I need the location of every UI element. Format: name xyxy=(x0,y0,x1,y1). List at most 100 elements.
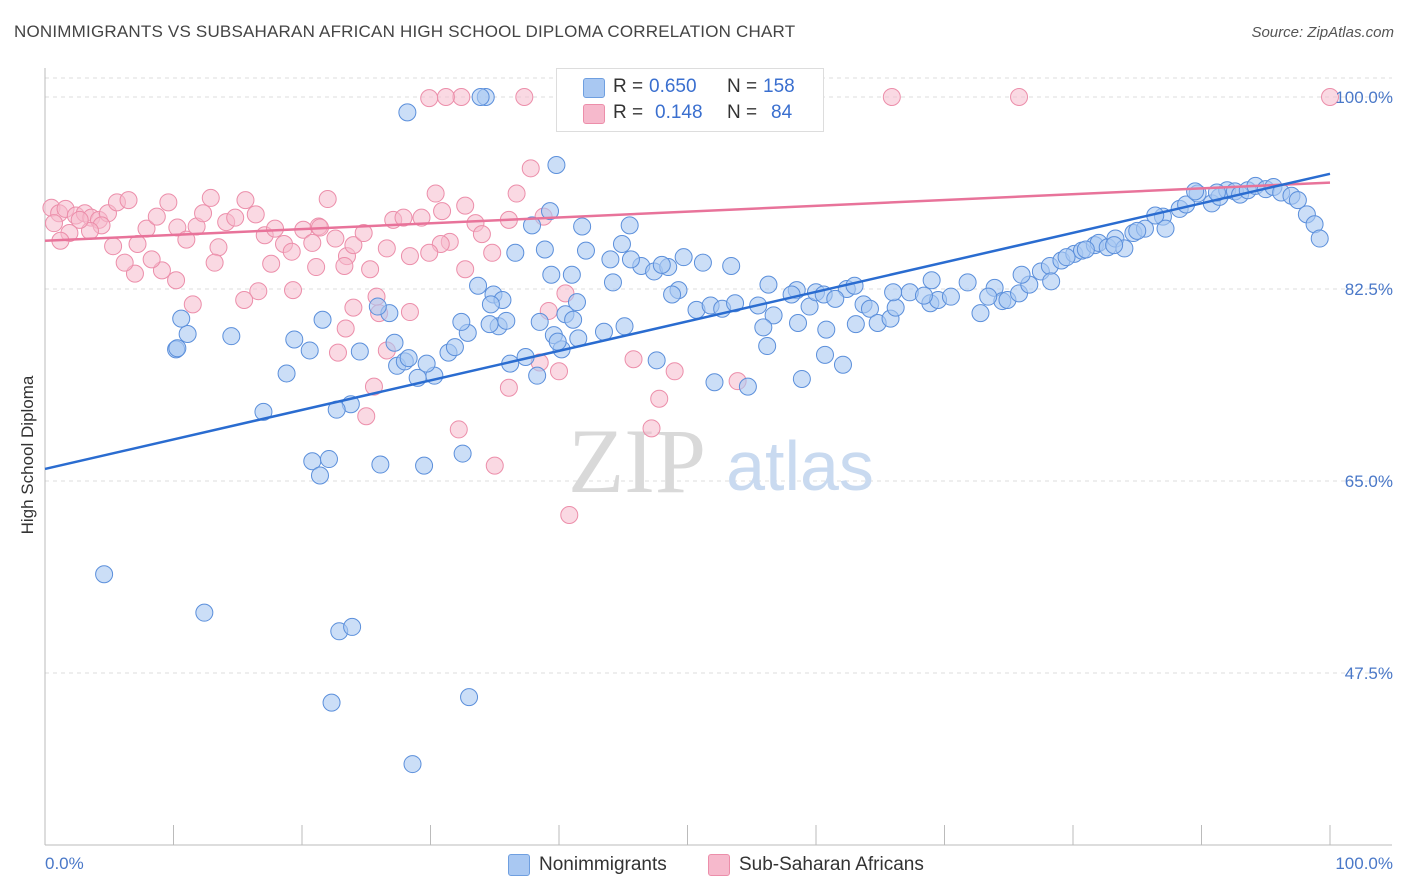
x-tick-label: 0.0% xyxy=(45,854,84,873)
data-point-nonimmigrants xyxy=(368,297,387,316)
data-point-subsaharan xyxy=(249,282,268,301)
chart-title: NONIMMIGRANTS VS SUBSAHARAN AFRICAN HIGH… xyxy=(14,22,796,41)
data-point-subsaharan xyxy=(377,239,396,258)
data-point-subsaharan xyxy=(128,235,147,254)
data-point-nonimmigrants xyxy=(564,310,583,329)
data-point-subsaharan xyxy=(400,247,419,266)
data-point-subsaharan xyxy=(125,264,144,283)
data-point-nonimmigrants xyxy=(399,349,418,368)
data-point-subsaharan xyxy=(361,260,380,279)
y-tick-label: 82.5% xyxy=(1345,280,1393,299)
data-point-nonimmigrants xyxy=(845,276,864,295)
data-point-subsaharan xyxy=(115,253,134,272)
y-tick-label: 47.5% xyxy=(1345,664,1393,683)
data-point-nonimmigrants xyxy=(764,306,783,325)
data-point-nonimmigrants xyxy=(385,333,404,352)
data-point-subsaharan xyxy=(284,281,303,300)
data-point-nonimmigrants xyxy=(254,402,273,421)
data-point-subsaharan xyxy=(521,159,540,178)
data-point-nonimmigrants xyxy=(1076,240,1095,259)
data-point-nonimmigrants xyxy=(319,450,338,469)
data-point-nonimmigrants xyxy=(535,240,554,259)
series-nonimmigrants-points xyxy=(95,88,1329,774)
data-point-nonimmigrants xyxy=(415,456,434,475)
trend-lines xyxy=(44,172,1331,471)
data-point-nonimmigrants xyxy=(469,276,488,295)
data-point-nonimmigrants xyxy=(285,330,304,349)
r-label: R = xyxy=(613,102,644,123)
n-label: N = xyxy=(727,102,758,123)
trend-line-nonimmigrants xyxy=(44,172,1331,471)
data-point-nonimmigrants xyxy=(958,273,977,292)
legend-swatch-pink xyxy=(708,854,730,876)
data-point-subsaharan xyxy=(183,295,202,314)
data-point-subsaharan xyxy=(624,350,643,369)
data-point-nonimmigrants xyxy=(1042,272,1061,291)
data-point-nonimmigrants xyxy=(601,250,620,269)
data-point-subsaharan xyxy=(326,229,345,248)
data-point-subsaharan xyxy=(236,191,255,210)
r-value: 0.148 xyxy=(655,102,703,123)
data-point-subsaharan xyxy=(483,243,502,262)
data-point-subsaharan xyxy=(328,343,347,362)
data-point-nonimmigrants xyxy=(480,315,499,334)
watermark-atlas: atlas xyxy=(726,427,874,505)
data-point-subsaharan xyxy=(152,261,171,280)
data-point-subsaharan xyxy=(44,214,63,233)
data-point-subsaharan xyxy=(357,407,376,426)
data-point-nonimmigrants xyxy=(481,295,500,314)
data-point-nonimmigrants xyxy=(1310,229,1329,248)
data-point-nonimmigrants xyxy=(460,688,479,707)
data-point-nonimmigrants xyxy=(647,351,666,370)
data-point-nonimmigrants xyxy=(754,318,773,337)
data-point-subsaharan xyxy=(394,208,413,227)
data-point-nonimmigrants xyxy=(620,216,639,235)
data-point-nonimmigrants xyxy=(542,265,561,284)
data-point-subsaharan xyxy=(194,204,213,223)
data-point-nonimmigrants xyxy=(612,235,631,254)
data-point-subsaharan xyxy=(433,202,452,221)
data-point-nonimmigrants xyxy=(826,289,845,308)
data-point-nonimmigrants xyxy=(445,338,464,357)
data-point-subsaharan xyxy=(436,88,455,106)
data-point-nonimmigrants xyxy=(705,373,724,392)
data-point-subsaharan xyxy=(412,208,431,227)
data-point-subsaharan xyxy=(560,506,579,525)
r-label: R = xyxy=(613,76,644,97)
data-point-subsaharan xyxy=(472,225,491,244)
legend-swatch-blue xyxy=(508,854,530,876)
data-point-nonimmigrants xyxy=(300,341,319,360)
r-value: 0.650 xyxy=(649,76,697,97)
data-point-subsaharan xyxy=(318,190,337,209)
tick-labels: 100.0% 82.5% 65.0% 47.5% 0.0% 100.0% xyxy=(45,88,1393,873)
data-point-nonimmigrants xyxy=(758,337,777,356)
data-point-nonimmigrants xyxy=(914,286,933,305)
data-point-subsaharan xyxy=(1321,88,1339,106)
data-point-nonimmigrants xyxy=(815,345,834,364)
y-tick-label: 65.0% xyxy=(1345,472,1393,491)
data-point-nonimmigrants xyxy=(530,312,549,331)
data-point-nonimmigrants xyxy=(178,324,197,343)
data-point-subsaharan xyxy=(449,420,468,439)
data-point-subsaharan xyxy=(226,208,245,227)
data-point-subsaharan xyxy=(104,237,123,256)
data-point-nonimmigrants xyxy=(738,377,757,396)
data-point-nonimmigrants xyxy=(350,342,369,361)
swatch-pink xyxy=(583,104,605,124)
data-point-nonimmigrants xyxy=(1288,191,1307,210)
data-point-subsaharan xyxy=(307,258,326,277)
data-point-nonimmigrants xyxy=(195,603,214,622)
data-point-subsaharan xyxy=(364,377,383,396)
data-point-subsaharan xyxy=(167,271,186,290)
data-point-nonimmigrants xyxy=(884,283,903,302)
data-point-subsaharan xyxy=(344,298,363,317)
data-point-nonimmigrants xyxy=(452,312,471,331)
data-point-subsaharan xyxy=(266,219,285,238)
data-point-subsaharan xyxy=(246,205,265,224)
axes xyxy=(44,68,1392,846)
data-point-nonimmigrants xyxy=(817,320,836,339)
data-point-nonimmigrants xyxy=(168,339,187,358)
data-point-subsaharan xyxy=(201,188,220,207)
data-point-nonimmigrants xyxy=(1012,265,1031,284)
data-point-subsaharan xyxy=(420,243,439,262)
